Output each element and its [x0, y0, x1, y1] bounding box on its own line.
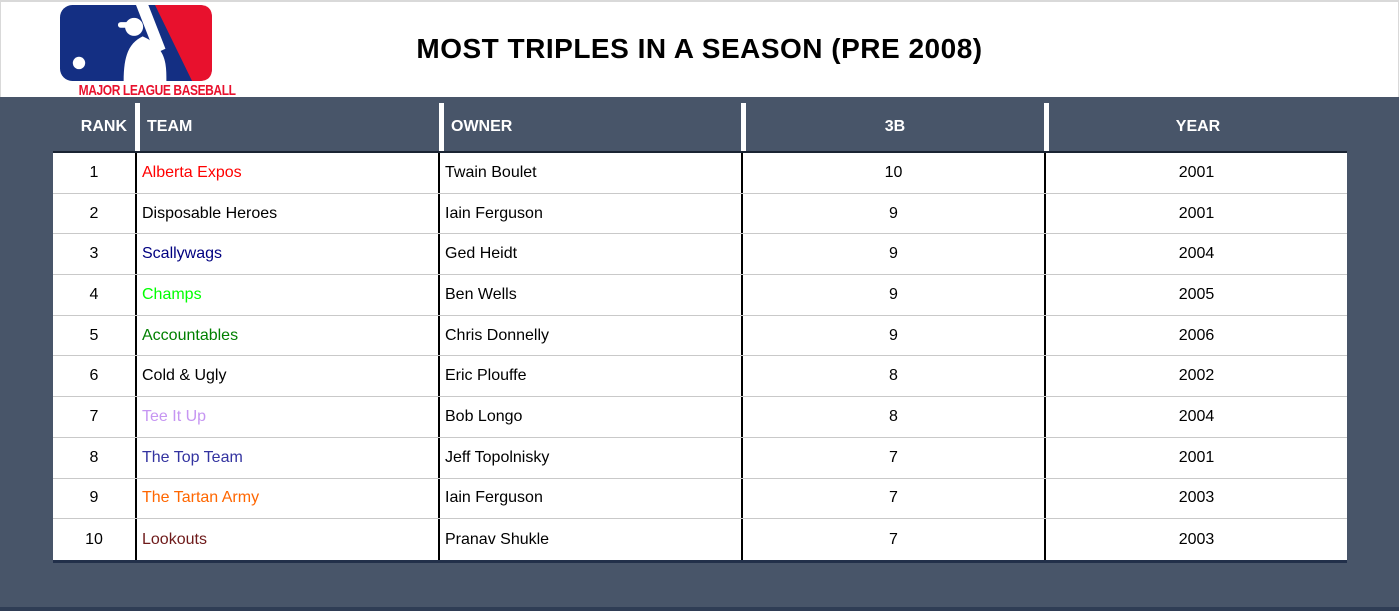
cell-triples: 9 [741, 193, 1044, 234]
page-title: MOST TRIPLES IN A SEASON (PRE 2008) [416, 33, 983, 64]
column-header-owner: OWNER [439, 103, 741, 151]
cell-owner: Iain Ferguson [438, 193, 741, 234]
mlb-logo-icon [60, 5, 212, 81]
cell-owner: Twain Boulet [438, 153, 741, 193]
mlb-logo-caption: MAJOR LEAGUE BASEBALL [78, 82, 236, 99]
cell-rank: 1 [89, 163, 99, 181]
cell-rank: 3 [89, 245, 99, 263]
column-header-team: TEAM [135, 103, 439, 151]
cell-team: Accountables [135, 315, 438, 356]
cell-owner: Iain Ferguson [438, 478, 741, 519]
cell-rank: 8 [89, 448, 99, 466]
table-row: 2 Disposable Heroes Iain Ferguson 9 2001 [53, 193, 1347, 235]
cell-year: 2003 [1044, 478, 1347, 519]
report-header: MAJOR LEAGUE BASEBALL MOST TRIPLES IN A … [0, 0, 1399, 100]
cell-owner: Bob Longo [438, 397, 741, 437]
cell-triples: 7 [741, 437, 1044, 478]
cell-triples: 7 [741, 519, 1044, 560]
cell-rank: 4 [89, 285, 99, 303]
table-header-row: RANK TEAM OWNER 3B YEAR [0, 103, 1347, 151]
cell-triples: 8 [741, 397, 1044, 437]
cell-year: 2004 [1044, 234, 1347, 275]
table-row: 8 The Top Team Jeff Topolnisky 7 2001 [53, 437, 1347, 479]
cell-triples: 9 [741, 275, 1044, 315]
table-body: 1 Alberta Expos Twain Boulet 10 2001 2 D… [53, 151, 1347, 563]
cell-triples: 9 [741, 315, 1044, 356]
cell-owner: Chris Donnelly [438, 315, 741, 356]
cell-owner: Eric Plouffe [438, 356, 741, 397]
cell-triples: 10 [741, 153, 1044, 193]
cell-triples: 7 [741, 478, 1044, 519]
cell-rank: 7 [89, 407, 99, 425]
cell-owner: Jeff Topolnisky [438, 437, 741, 478]
cell-team: Disposable Heroes [135, 193, 438, 234]
cell-owner: Ben Wells [438, 275, 741, 315]
column-header-year: YEAR [1044, 103, 1347, 151]
cell-team: Lookouts [135, 519, 438, 560]
cell-rank: 2 [89, 204, 99, 222]
cell-team: Tee It Up [135, 397, 438, 437]
cell-team: Scallywags [135, 234, 438, 275]
cell-year: 2005 [1044, 275, 1347, 315]
cell-year: 2006 [1044, 315, 1347, 356]
cell-owner: Pranav Shukle [438, 519, 741, 560]
cell-triples: 8 [741, 356, 1044, 397]
cell-year: 2003 [1044, 519, 1347, 560]
cell-year: 2001 [1044, 193, 1347, 234]
cell-rank: 5 [89, 326, 99, 344]
table-row: 3 Scallywags Ged Heidt 9 2004 [53, 234, 1347, 276]
table-row: 6 Cold & Ugly Eric Plouffe 8 2002 [53, 356, 1347, 398]
cell-year: 2004 [1044, 397, 1347, 437]
cell-rank: 10 [85, 530, 103, 548]
cell-team: Cold & Ugly [135, 356, 438, 397]
cell-team: Champs [135, 275, 438, 315]
column-header-3b: 3B [741, 103, 1044, 151]
table-row: 1 Alberta Expos Twain Boulet 10 2001 [53, 153, 1347, 194]
table-row: 4 Champs Ben Wells 9 2005 [53, 275, 1347, 316]
cell-year: 2002 [1044, 356, 1347, 397]
cell-team: The Tartan Army [135, 478, 438, 519]
cell-rank: 6 [89, 367, 99, 385]
column-header-rank: RANK [0, 103, 135, 151]
cell-year: 2001 [1044, 153, 1347, 193]
table-row: 9 The Tartan Army Iain Ferguson 7 2003 [53, 478, 1347, 520]
mlb-logo: MAJOR LEAGUE BASEBALL [59, 5, 236, 100]
cell-rank: 9 [89, 489, 99, 507]
cell-triples: 9 [741, 234, 1044, 275]
table-row: 7 Tee It Up Bob Longo 8 2004 [53, 397, 1347, 438]
table-row: 10 Lookouts Pranav Shukle 7 2003 [53, 519, 1347, 560]
cell-year: 2001 [1044, 437, 1347, 478]
table-row: 5 Accountables Chris Donnelly 9 2006 [53, 315, 1347, 357]
cell-team: The Top Team [135, 437, 438, 478]
cell-owner: Ged Heidt [438, 234, 741, 275]
cell-team: Alberta Expos [135, 153, 438, 193]
table-stage: RANK TEAM OWNER 3B YEAR 1 Alberta Expos … [0, 97, 1399, 611]
